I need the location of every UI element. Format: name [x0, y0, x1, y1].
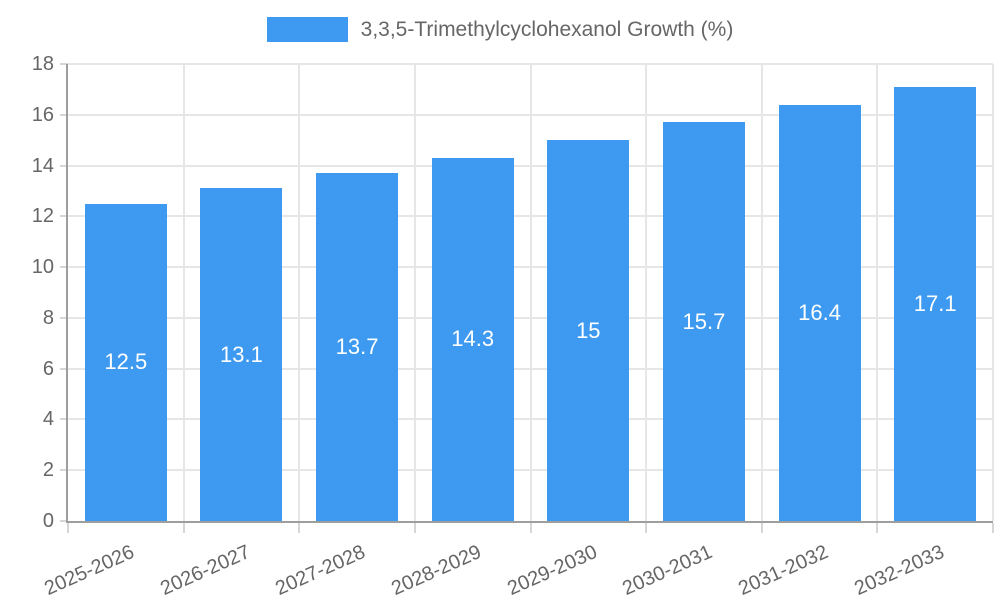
x-tick-mark: [529, 523, 532, 533]
y-tick-mark: [60, 63, 68, 65]
x-tick-label: 2032-2033: [850, 541, 948, 600]
bar[interactable]: [431, 157, 514, 521]
bar[interactable]: [316, 173, 399, 521]
bar-value-label: 13.1: [220, 341, 263, 367]
bar-value-label: 17.1: [913, 290, 957, 316]
y-tick-mark: [60, 164, 68, 167]
y-tick-label: 18: [31, 53, 54, 75]
x-tick-label: 2026-2027: [157, 541, 254, 600]
bar[interactable]: [84, 203, 167, 521]
x-gridline: [645, 64, 648, 521]
bar[interactable]: [662, 122, 745, 521]
x-tick-label: 2025-2026: [41, 541, 138, 600]
y-tick-mark: [60, 316, 68, 319]
x-gridline: [413, 64, 416, 521]
y-tick-mark: [60, 418, 68, 421]
x-tick-mark: [182, 523, 185, 533]
x-tick-label: 2029-2030: [503, 541, 601, 600]
y-tick-mark: [60, 113, 68, 116]
x-tick-mark: [992, 523, 994, 533]
legend[interactable]: 3,3,5-Trimethylcyclohexanol Growth (%): [0, 17, 1000, 42]
y-tick-label: 8: [42, 306, 54, 329]
x-tick-mark: [298, 523, 301, 533]
x-tick-mark: [413, 523, 416, 533]
x-tick-label: 2028-2029: [388, 541, 485, 600]
y-tick-mark: [60, 469, 68, 472]
x-tick-label: 2027-2028: [272, 541, 370, 600]
bar[interactable]: [200, 188, 283, 521]
y-tick-mark: [60, 215, 68, 218]
bar[interactable]: [894, 86, 977, 521]
bar-value-label: 16.4: [798, 299, 841, 325]
y-tick-mark: [60, 520, 68, 522]
y-tick-label: 6: [42, 357, 54, 380]
bar-value-label: 13.7: [335, 334, 379, 360]
x-tick-mark: [876, 523, 879, 533]
x-gridline: [298, 64, 301, 521]
y-tick-mark: [60, 367, 68, 370]
x-tick-mark: [760, 523, 763, 533]
x-tick-label: 2030-2031: [619, 541, 716, 600]
x-gridline: [182, 64, 185, 521]
x-axis-line: [66, 521, 993, 523]
bar[interactable]: [778, 104, 861, 521]
y-tick-label: 12: [31, 205, 54, 228]
legend-label: 3,3,5-Trimethylcyclohexanol Growth (%): [360, 18, 734, 41]
y-tick-label: 0: [42, 510, 54, 532]
bar-value-label: 12.5: [104, 349, 148, 375]
x-tick-label: 2031-2032: [735, 541, 832, 600]
y-tick-mark: [60, 266, 68, 269]
y-tick-label: 2: [42, 459, 54, 482]
y-tick-label: 4: [42, 408, 54, 431]
bar-value-label: 15: [576, 317, 601, 343]
x-gridline: [760, 64, 763, 521]
bar[interactable]: [547, 140, 630, 521]
y-axis-line: [66, 64, 68, 523]
x-gridline: [992, 64, 994, 521]
x-gridline: [876, 64, 879, 521]
x-tick-mark: [645, 523, 648, 533]
legend-swatch: [266, 17, 348, 42]
bar-value-label: 14.3: [451, 326, 495, 352]
y-tick-label: 16: [31, 103, 54, 126]
x-gridline: [529, 64, 532, 521]
x-tick-mark: [67, 523, 69, 533]
bar-value-label: 15.7: [682, 308, 726, 334]
y-tick-label: 14: [31, 154, 54, 177]
y-tick-label: 10: [31, 256, 54, 279]
